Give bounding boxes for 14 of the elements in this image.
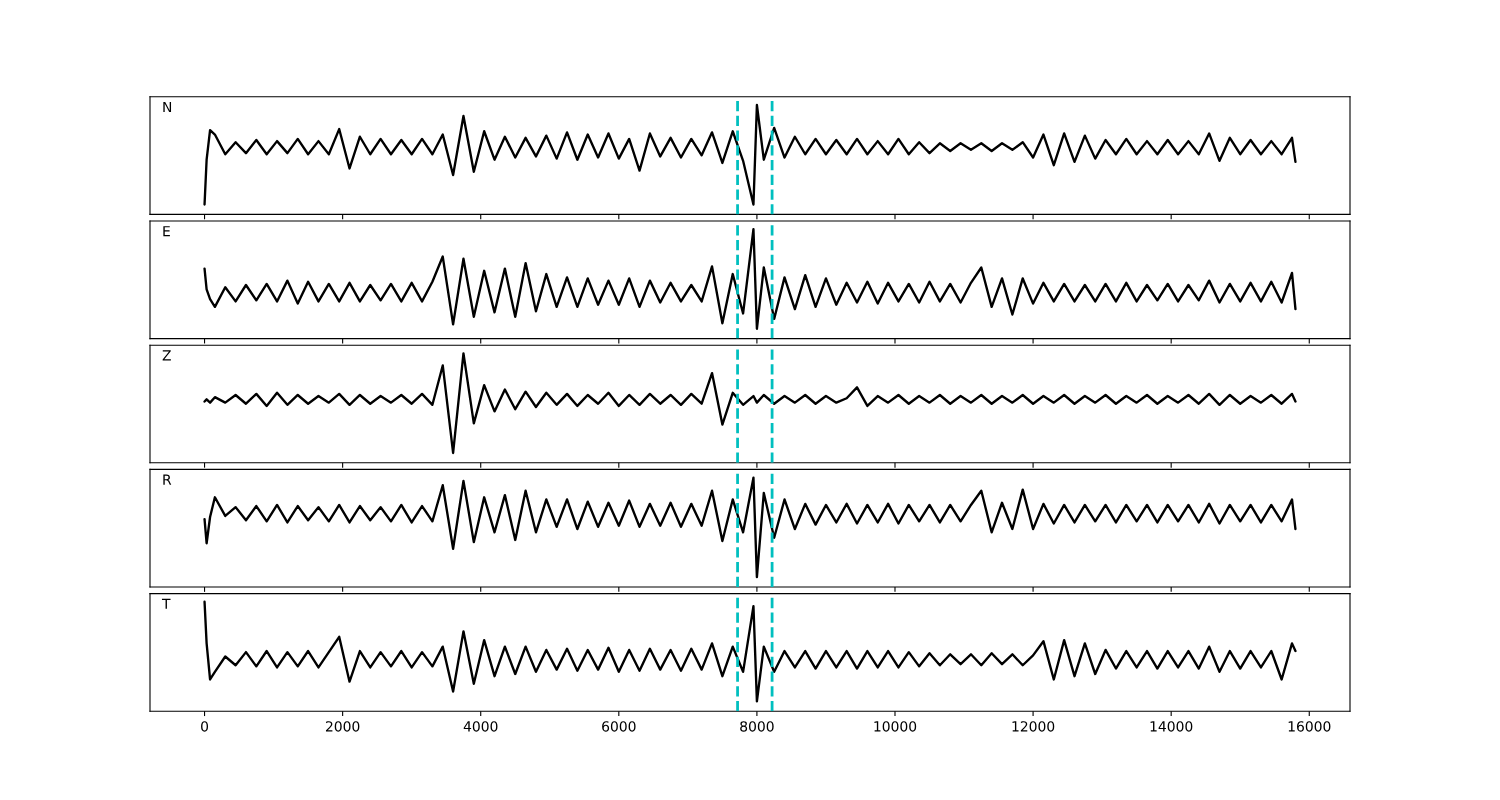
chart-title: E bbox=[163, 226, 170, 237]
chart-title: R bbox=[163, 474, 172, 485]
x-tick-label: 14000 bbox=[1150, 721, 1193, 732]
chart-title: N bbox=[163, 101, 172, 113]
x-tick-label: 12000 bbox=[1012, 721, 1055, 732]
chart-title: T bbox=[161, 598, 171, 609]
x-tick-label: 16000 bbox=[1288, 721, 1331, 732]
x-tick-label: 10000 bbox=[874, 721, 917, 732]
x-tick-label: 2000 bbox=[325, 721, 360, 732]
x-tick-label: 8000 bbox=[740, 721, 774, 732]
chart-title: Z bbox=[162, 350, 171, 361]
x-tick-label: 4000 bbox=[463, 721, 498, 732]
x-tick-label: 6000 bbox=[602, 721, 636, 732]
x-tick-label: 0 bbox=[201, 721, 209, 732]
